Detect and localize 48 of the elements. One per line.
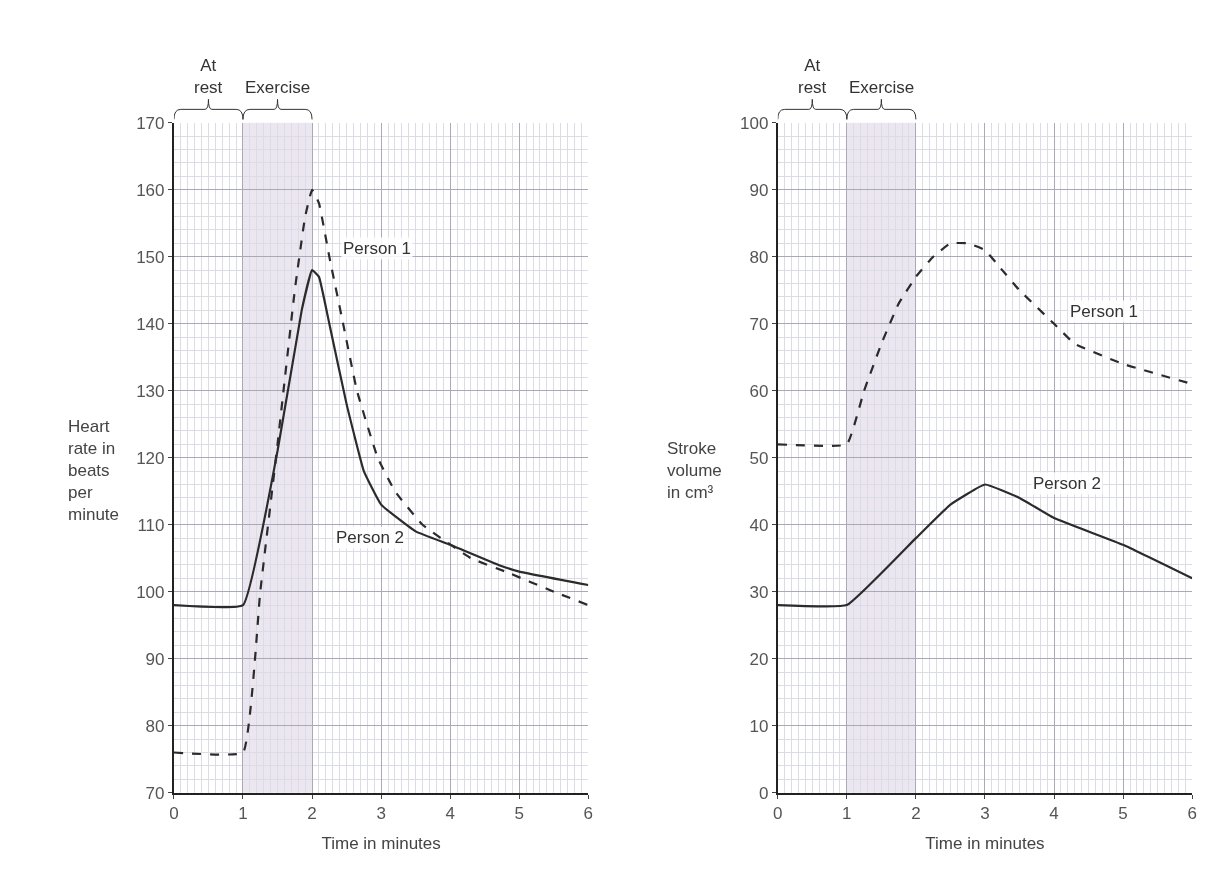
y-tick-label: 70: [749, 314, 769, 334]
x-tick-label: 3: [376, 804, 386, 824]
x-tick-label: 1: [842, 804, 852, 824]
y-tick-label: 0: [758, 783, 769, 803]
x-tick-label: 4: [445, 804, 455, 824]
y-tick-label: 70: [145, 783, 165, 803]
y-tick-label: 40: [749, 515, 769, 535]
text: Exercise: [245, 78, 311, 97]
x-tick-label: 6: [583, 804, 594, 824]
y-tick-label: 20: [749, 649, 769, 669]
y-axis-title: Stroke volume in cm³: [667, 439, 722, 503]
x-tick-label: 2: [307, 804, 317, 824]
y-tick-label: 90: [145, 649, 165, 669]
y-tick-label: 140: [136, 314, 165, 334]
y-tick-label: 100: [739, 113, 769, 133]
y-tick-label: 10: [749, 716, 769, 736]
y-tick-label: 80: [749, 247, 769, 267]
x-tick-label: 2: [911, 804, 921, 824]
y-tick-label: 160: [136, 180, 165, 200]
y-tick-label: 130: [136, 381, 165, 401]
x-tick-label: 0: [773, 804, 783, 824]
y-tick-label: 60: [749, 381, 769, 401]
x-axis-title: Time in minutes: [321, 833, 441, 853]
x-tick-label: 0: [169, 804, 179, 824]
text: At rest: [798, 56, 827, 98]
x-tick-label: 6: [1187, 804, 1197, 824]
x-tick-label: 5: [514, 804, 524, 824]
series-label: Person 2: [1033, 474, 1102, 493]
y-tick-label: 90: [749, 180, 769, 200]
x-tick-label: 3: [980, 804, 990, 824]
text: Exercise: [849, 78, 915, 97]
y-tick-label: 120: [136, 448, 165, 468]
x-tick-label: 4: [1049, 804, 1059, 824]
y-tick-label: 110: [137, 515, 165, 535]
series-label: Person 1: [1070, 302, 1139, 321]
x-tick-label: 5: [1118, 804, 1128, 824]
y-tick-label: 50: [749, 448, 769, 468]
y-tick-label: 100: [136, 582, 165, 602]
y-tick-label: 80: [145, 716, 165, 736]
y-tick-label: 30: [749, 582, 769, 602]
text: At rest: [194, 56, 223, 98]
y-tick-label: 150: [136, 247, 165, 267]
x-tick-label: 1: [238, 804, 248, 824]
series-label: Person 1: [343, 239, 412, 258]
series-label: Person 2: [336, 528, 405, 547]
y-tick-label: 170: [136, 113, 165, 133]
x-axis-title: Time in minutes: [925, 833, 1045, 853]
y-axis-title: Heart rate in beats per minute: [68, 417, 120, 525]
